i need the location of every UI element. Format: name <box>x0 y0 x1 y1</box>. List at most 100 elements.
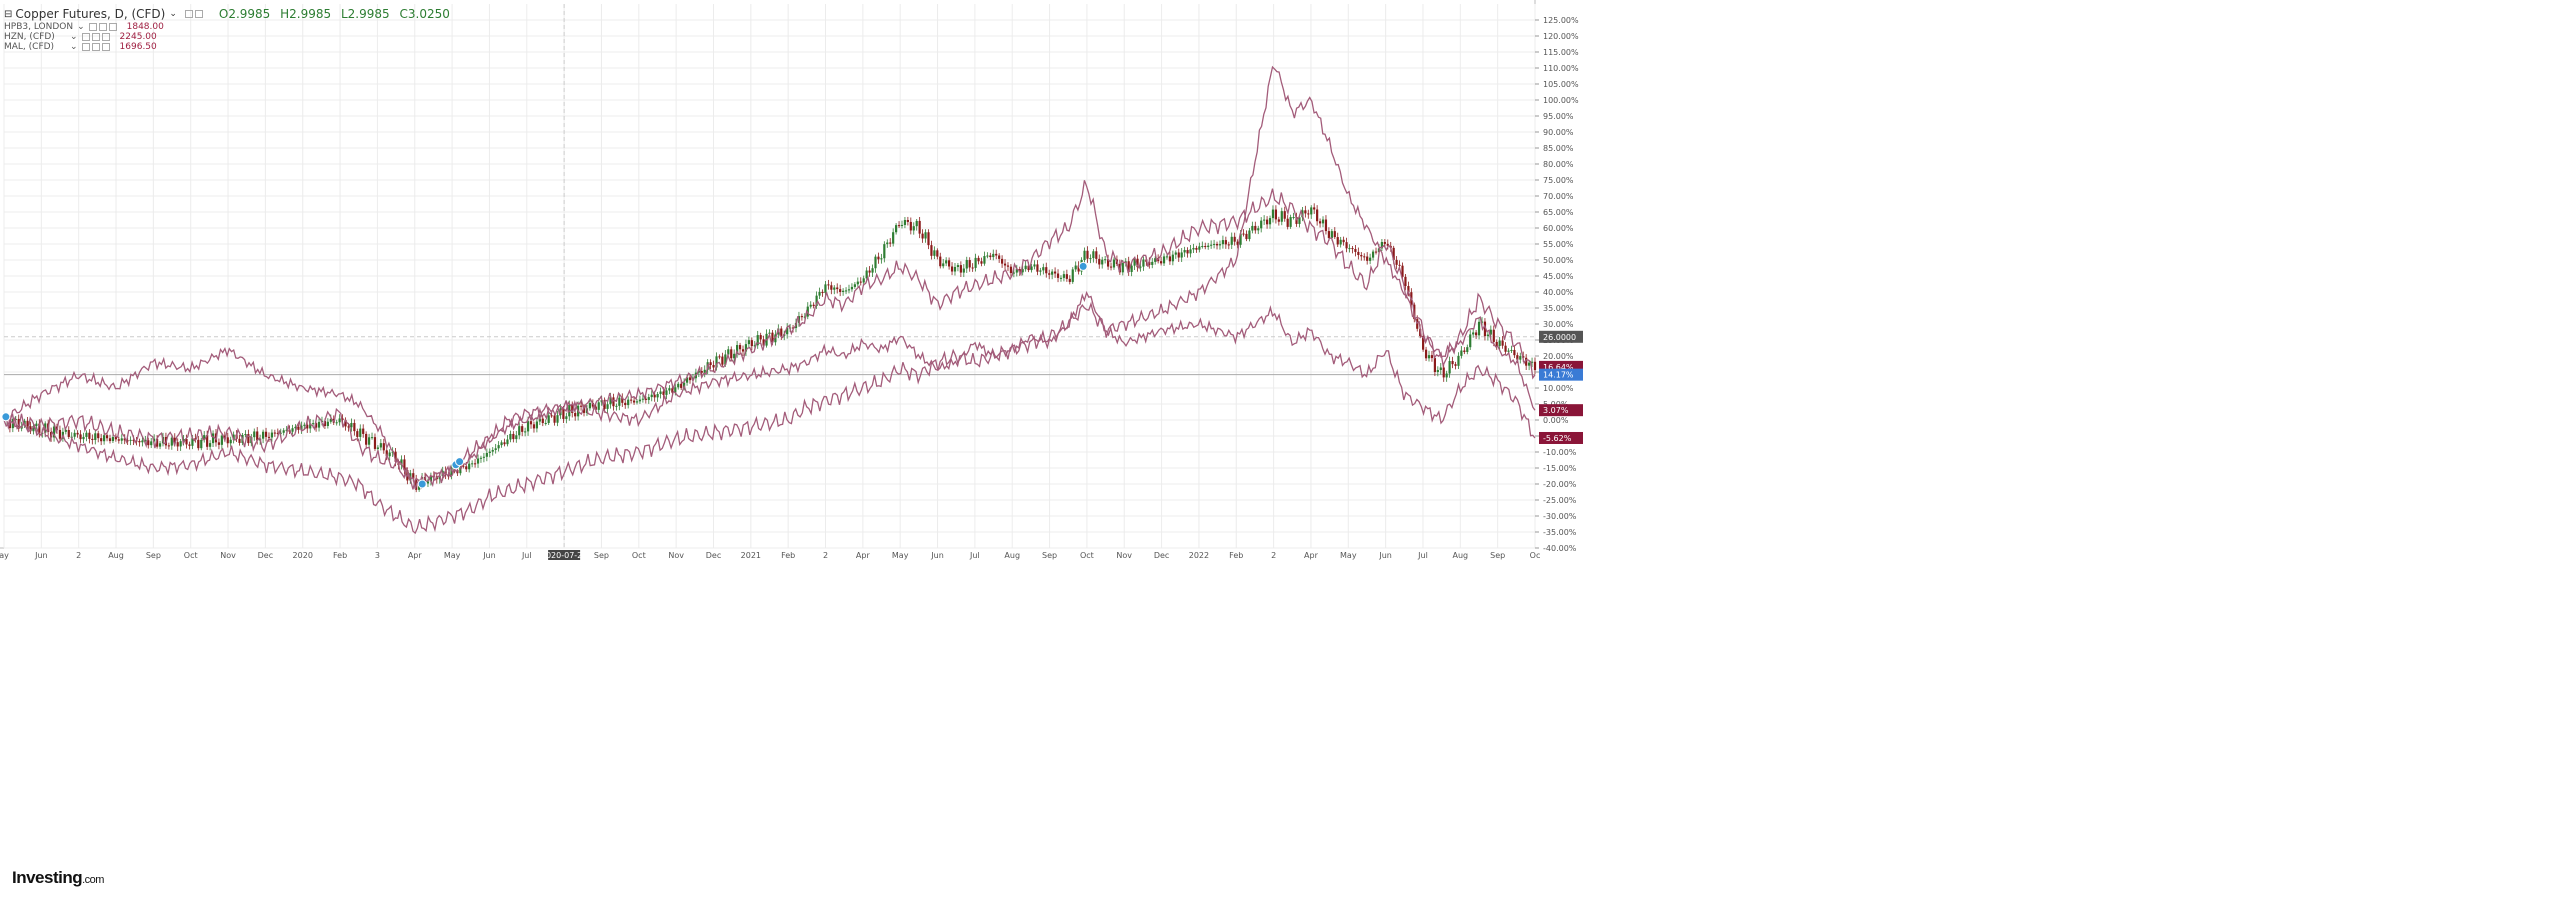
candle-body <box>200 439 203 449</box>
candle-body <box>391 451 394 453</box>
candle-body <box>1180 252 1183 258</box>
candle-body <box>261 431 265 439</box>
candle-body <box>618 397 621 406</box>
legend-overlay-name: HPB3, LONDON <box>4 22 74 32</box>
candle-body <box>1012 272 1015 274</box>
candle-body <box>179 441 182 447</box>
y-tick-label: -40.00% <box>1543 544 1577 553</box>
settings-box-icon[interactable] <box>184 10 193 18</box>
candle-body <box>759 335 762 340</box>
candle-body <box>1483 321 1487 337</box>
candle-body <box>529 421 533 425</box>
y-tick-label: 30.00% <box>1543 320 1574 329</box>
candle-body <box>774 334 777 343</box>
series-line-hzn-cfd- <box>3 65 1536 535</box>
remove-box-icon[interactable] <box>108 23 117 31</box>
candle-body <box>1183 250 1186 253</box>
candle-body <box>741 349 745 352</box>
legend-main[interactable]: ⊟ Copper Futures, D, (CFD) ⌄ O2.9985 H2.… <box>4 6 456 22</box>
dropdown-icon[interactable]: ⌄ <box>169 9 177 19</box>
y-tick-label: 0.00% <box>1543 416 1569 425</box>
candle-body <box>359 428 362 437</box>
visibility-box-icon[interactable] <box>194 10 203 18</box>
candle-body <box>512 433 515 440</box>
candle-body <box>385 450 388 457</box>
settings-box-icon[interactable] <box>81 33 90 41</box>
candle-body <box>983 256 986 264</box>
candle-body <box>468 463 471 470</box>
candle-body <box>641 398 644 400</box>
legend-overlay-0[interactable]: HPB3, LONDON ⌄ 1848.00 <box>4 22 164 32</box>
candle-body <box>1422 336 1425 350</box>
candle-body <box>859 281 862 283</box>
candle-body <box>1071 269 1074 282</box>
candle-body <box>123 438 126 441</box>
candle-body <box>1451 361 1454 365</box>
candle-body <box>535 421 539 429</box>
candle-body <box>1254 225 1257 231</box>
y-tick-label: 70.00% <box>1543 192 1574 201</box>
candle-body <box>347 426 350 428</box>
candle-body <box>579 405 583 407</box>
candle-body <box>709 362 712 365</box>
candle-body <box>1086 250 1089 259</box>
legend-overlay-2[interactable]: MAL, (CFD) ⌄ 1696.50 <box>4 42 157 52</box>
candle-body <box>1274 209 1278 220</box>
candle-body <box>895 225 898 233</box>
candle-body <box>1227 244 1230 246</box>
collapse-icon[interactable]: ⊟ <box>4 8 13 20</box>
visibility-box-icon[interactable] <box>91 33 100 41</box>
candle-body <box>1168 256 1172 262</box>
candle-body <box>656 394 659 398</box>
remove-box-icon[interactable] <box>101 43 110 51</box>
candle-body <box>64 429 67 432</box>
candle-body <box>479 457 483 459</box>
candle-body <box>1109 266 1113 268</box>
candle-body <box>317 421 321 428</box>
candle-body <box>1189 249 1192 254</box>
candle-body <box>153 438 156 442</box>
candle-body <box>571 405 574 413</box>
y-tick-label: -35.00% <box>1543 528 1577 537</box>
candle-body <box>1351 248 1354 250</box>
candle-body <box>827 284 830 286</box>
visibility-box-icon[interactable] <box>98 23 107 31</box>
remove-box-icon[interactable] <box>101 33 110 41</box>
candle-body <box>671 388 674 393</box>
ohlc-high: H2.9985 <box>280 7 332 21</box>
candle-body <box>370 437 374 439</box>
candle-body <box>1445 373 1448 378</box>
candle-body <box>844 290 848 292</box>
candle-body <box>1460 350 1463 356</box>
legend-overlay-value: 1696.50 <box>119 42 157 52</box>
candle-body <box>312 423 315 425</box>
candle-body <box>647 397 650 400</box>
candle-body <box>1021 269 1024 273</box>
candle-body <box>1065 274 1068 279</box>
price-badge-label: 26.0000 <box>1543 333 1576 342</box>
x-tick-label: Nov <box>1116 551 1132 560</box>
candle-body <box>1333 231 1336 238</box>
candle-body <box>556 415 559 423</box>
candle-body <box>488 451 491 453</box>
candle-body <box>582 406 586 413</box>
ohlc-close: C3.0250 <box>399 7 450 21</box>
candle-body <box>1475 332 1478 336</box>
candle-body <box>138 440 141 443</box>
candle-body <box>830 285 833 290</box>
candle-body <box>1354 248 1357 252</box>
candle-body <box>1321 219 1325 224</box>
settings-box-icon[interactable] <box>88 23 97 31</box>
candle-body <box>544 422 547 424</box>
settings-box-icon[interactable] <box>81 43 90 51</box>
candle-body <box>306 424 309 429</box>
candle-body <box>1492 329 1495 342</box>
visibility-box-icon[interactable] <box>91 43 100 51</box>
candle-body <box>950 266 954 272</box>
legend-overlay-1[interactable]: HZN, (CFD) ⌄ 2245.00 <box>4 32 157 42</box>
candle-body <box>818 291 821 296</box>
candle-body <box>918 220 921 234</box>
legend-overlay-name: MAL, (CFD) <box>4 42 55 52</box>
candle-body <box>1003 263 1007 266</box>
